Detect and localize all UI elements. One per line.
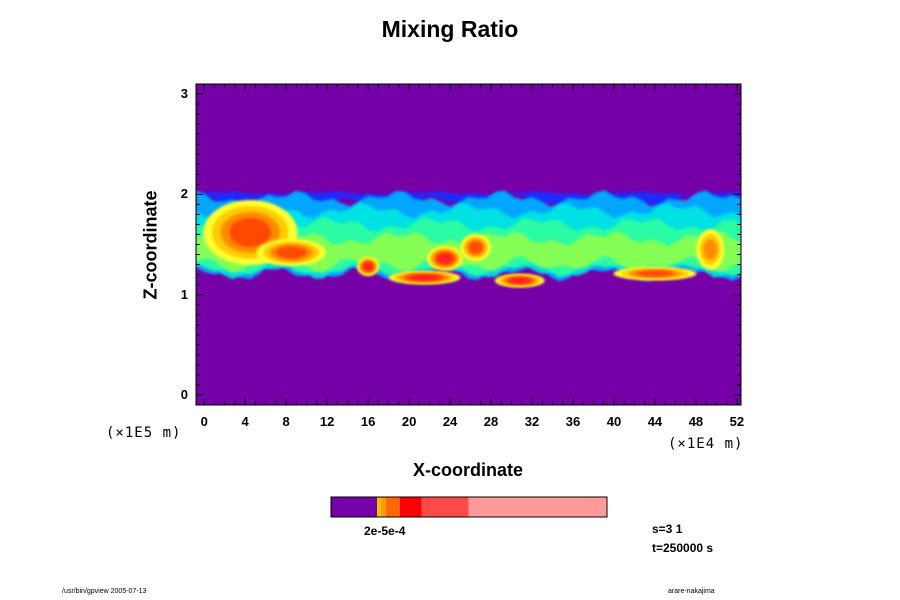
mixing-blob [256,238,326,267]
y-tick-label: 1 [180,286,188,302]
colorbar-segment [380,497,386,517]
colorbar-segment [331,497,378,517]
colorbar-segment [385,497,400,517]
colorbar-label: 2e-5e-4 [364,524,406,538]
x-tick-label: 44 [647,414,663,429]
info-s: s=3 1 [652,522,683,536]
mixing-blob [388,270,461,285]
x-tick-label: 52 [729,414,745,429]
mixing-blob [460,233,491,262]
footer-right: arare-nakajima [668,588,715,595]
colorbar-segment [399,497,422,517]
x-tick-label: 32 [524,414,540,429]
x-tick-label: 4 [241,414,249,429]
x-unit-label: (×1E4 m) [668,436,744,452]
x-tick-label: 8 [282,414,290,429]
x-tick-label: 20 [401,414,417,429]
mixing-blob [357,257,380,277]
colorbar-segment [421,497,469,517]
y-unit-label: (×1E5 m) [106,425,182,441]
info-t: t=250000 s [652,541,714,555]
plot-frame [195,83,742,406]
mixing-blob [494,273,545,288]
x-tick-label: 28 [483,414,499,429]
layer-band [196,191,741,211]
colorbar-segment [377,497,381,517]
x-tick-label: 48 [688,414,704,429]
mixing-blob [696,229,725,270]
y-tick-label: 3 [180,86,188,102]
y-tick-label: 0 [180,386,188,402]
colorbar-frame [330,496,608,518]
mixing-blob [613,266,697,281]
x-axis-label: X-coordinate [412,460,523,480]
x-tick-label: 40 [606,414,622,429]
mixing-blob [426,246,463,271]
x-tick-label: 12 [319,414,335,429]
colorbar [330,496,608,518]
x-tick-label: 0 [200,414,208,429]
y-axis-label: Z-coordinate [140,190,161,300]
y-tick-label: 2 [180,186,188,202]
chart-title: Mixing Ratio [381,16,519,42]
x-tick-label: 36 [565,414,581,429]
colorbar-segment [468,497,607,517]
x-tick-label: 16 [360,414,376,429]
x-tick-label: 24 [442,414,458,429]
footer-left: /usr/bin/gpview 2005-07-13 [62,588,147,595]
